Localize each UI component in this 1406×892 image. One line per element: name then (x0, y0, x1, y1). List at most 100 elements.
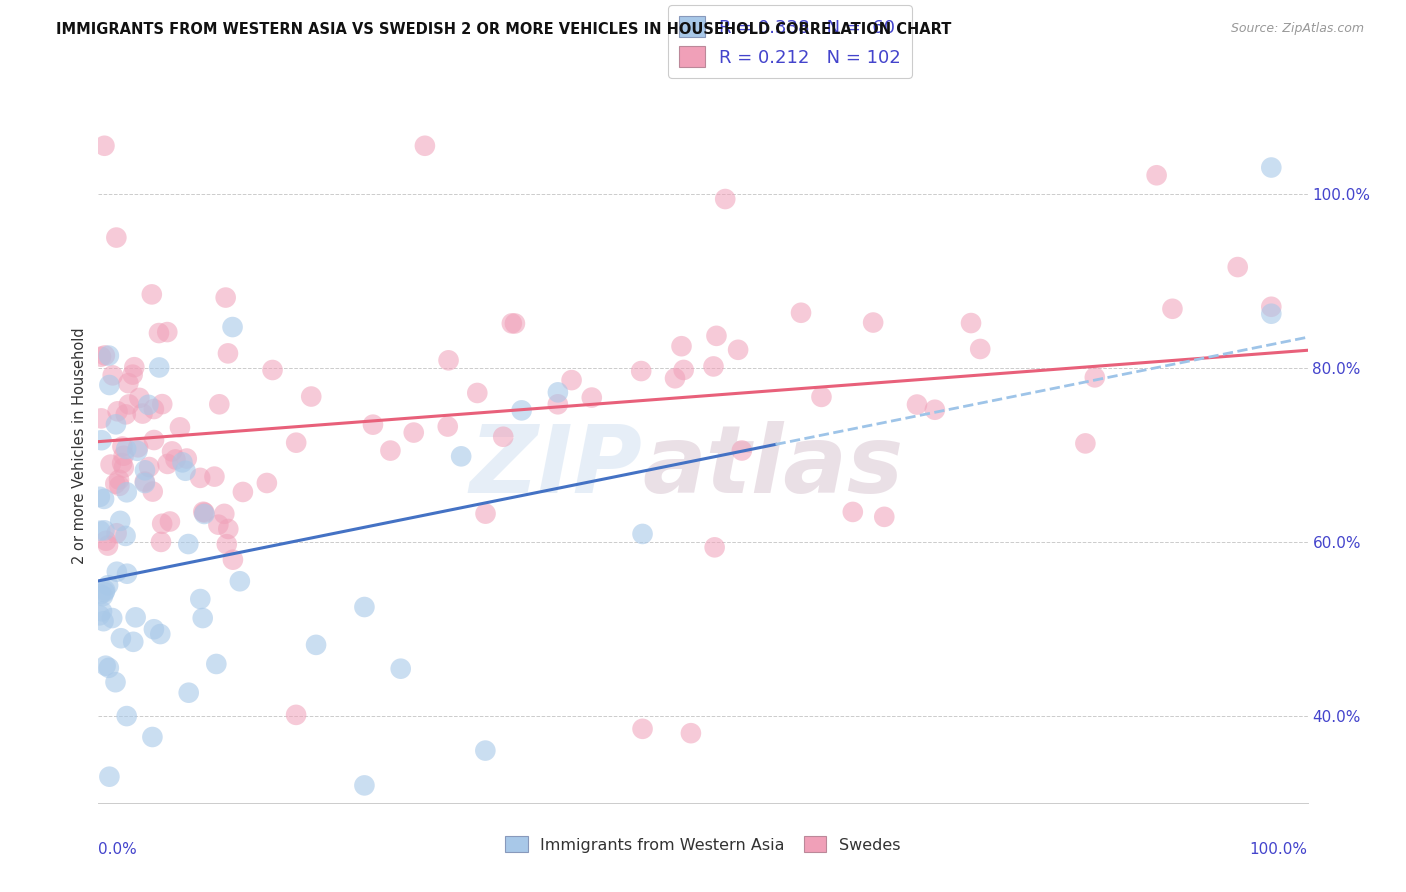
Point (91, 604, 114, 618)
Point (731, 443, 754, 458)
Point (672, 363, 695, 377)
Point (1146, 168, 1168, 182)
Point (111, 456, 134, 470)
Point (664, 371, 686, 385)
Point (631, 722, 654, 736)
Point (149, 627, 172, 641)
Point (141, 287, 163, 301)
Point (105, 526, 128, 541)
Point (413, 138, 436, 153)
Point (115, 709, 138, 723)
Point (101, 611, 124, 625)
Point (305, 638, 328, 652)
Point (117, 376, 139, 391)
Point (193, 505, 215, 519)
Point (389, 662, 412, 676)
Point (142, 402, 165, 417)
Point (89, 524, 111, 538)
Point (108, 473, 131, 487)
Point (159, 515, 181, 529)
Point (97, 661, 120, 675)
Point (97, 349, 120, 363)
Point (873, 509, 896, 524)
Point (437, 353, 460, 368)
Point (1161, 301, 1184, 316)
Text: atlas: atlas (643, 421, 904, 514)
Point (148, 326, 170, 340)
Point (94, 348, 117, 362)
Point (436, 419, 458, 434)
Point (229, 574, 252, 589)
Point (1074, 436, 1097, 450)
Point (107, 404, 129, 418)
Point (110, 514, 132, 528)
Point (94, 533, 117, 548)
Point (104, 476, 127, 491)
Point (380, 443, 402, 458)
Point (128, 391, 150, 405)
Point (208, 397, 231, 411)
Point (217, 522, 239, 536)
Point (215, 537, 238, 551)
Point (299, 390, 322, 404)
Point (205, 657, 228, 671)
Point (1084, 370, 1107, 384)
Point (115, 485, 138, 500)
Point (810, 390, 832, 404)
Point (94, 658, 117, 673)
Point (94, 583, 117, 598)
Point (222, 552, 245, 566)
Point (501, 317, 523, 331)
Point (177, 686, 200, 700)
Point (127, 443, 149, 458)
Point (191, 611, 214, 625)
Point (156, 325, 179, 339)
Point (679, 726, 702, 740)
Point (91, 589, 114, 603)
Point (89, 587, 111, 601)
Point (702, 359, 724, 374)
Point (150, 516, 173, 531)
Point (93, 524, 115, 538)
Point (115, 566, 138, 581)
Point (93, 491, 115, 506)
Point (177, 537, 200, 551)
Point (256, 475, 278, 490)
Point (105, 230, 128, 244)
Point (150, 535, 173, 549)
Point (89, 608, 111, 623)
Point (450, 450, 472, 464)
Point (960, 316, 983, 330)
Point (138, 398, 160, 412)
Point (97, 578, 120, 592)
Point (402, 425, 425, 440)
Point (150, 397, 173, 411)
Point (93, 138, 115, 153)
Point (114, 529, 136, 543)
Text: Source: ZipAtlas.com: Source: ZipAtlas.com (1230, 22, 1364, 36)
Point (138, 460, 160, 475)
Point (510, 403, 533, 417)
Point (169, 420, 191, 434)
Point (143, 433, 166, 447)
Point (124, 360, 146, 375)
Point (188, 471, 211, 485)
Point (193, 506, 215, 520)
Point (703, 541, 725, 555)
Point (790, 306, 813, 320)
Y-axis label: 2 or more Vehicles in Household: 2 or more Vehicles in Household (72, 327, 87, 565)
Point (706, 329, 728, 343)
Point (105, 565, 128, 579)
Point (134, 476, 156, 491)
Point (112, 460, 135, 475)
Point (118, 397, 141, 411)
Point (1260, 307, 1282, 321)
Text: 0.0%: 0.0% (98, 842, 138, 857)
Point (134, 463, 156, 477)
Point (474, 507, 496, 521)
Point (112, 449, 135, 463)
Point (97, 539, 120, 553)
Point (217, 346, 239, 360)
Point (165, 452, 187, 467)
Text: IMMIGRANTS FROM WESTERN ASIA VS SWEDISH 2 OR MORE VEHICLES IN HOUSEHOLD CORRELAT: IMMIGRANTS FROM WESTERN ASIA VS SWEDISH … (56, 22, 952, 37)
